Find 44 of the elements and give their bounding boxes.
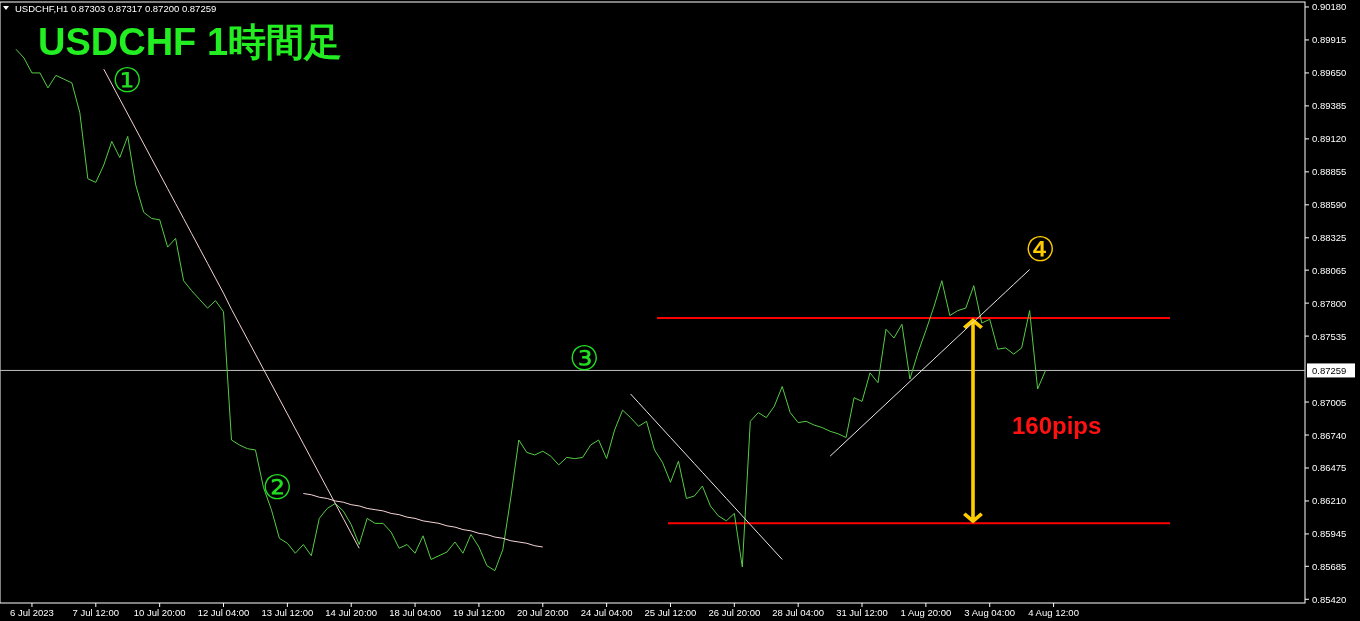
y-tick-label: 0.86210 (1312, 495, 1347, 507)
y-tick-label: 0.88855 (1312, 166, 1347, 178)
x-tick-label: 12 Jul 04:00 (197, 607, 250, 618)
x-tick-label: 20 Jul 20:00 (516, 607, 569, 618)
y-tick-label: 0.86740 (1312, 429, 1347, 441)
y-tick-label: 0.87535 (1312, 330, 1347, 342)
y-tick-label: 0.89385 (1312, 100, 1347, 112)
y-tick-label: 0.85685 (1312, 560, 1347, 572)
y-tick-label: 0.90180 (1312, 1, 1347, 13)
y-tick-label: 0.89120 (1312, 133, 1347, 145)
x-tick-label: 19 Jul 12:00 (453, 607, 505, 618)
annotation: 160pips (1012, 412, 1102, 439)
x-tick-label: 28 Jul 04:00 (772, 607, 825, 618)
x-tick-label: 24 Jul 04:00 (580, 607, 633, 618)
annotation: ④ (1025, 230, 1055, 268)
x-tick-label: 14 Jul 20:00 (325, 607, 378, 618)
y-tick-label: 0.88590 (1312, 199, 1347, 211)
x-tick-label: 18 Jul 04:00 (389, 607, 441, 618)
x-tick-label: 6 Jul 2023 (10, 607, 54, 618)
y-tick-label: 0.85420 (1312, 593, 1347, 605)
x-tick-label: 1 Aug 20:00 (900, 607, 952, 618)
y-tick-label: 0.89650 (1312, 67, 1347, 79)
annotation: ③ (569, 339, 599, 377)
y-tick-label: 0.88065 (1312, 264, 1347, 276)
y-tick-label: 0.86475 (1312, 462, 1347, 474)
y-tick-label: 0.88325 (1312, 232, 1347, 244)
annotation: ① (112, 61, 142, 99)
x-tick-label: 25 Jul 12:00 (644, 607, 697, 618)
annotation: ② (262, 468, 292, 506)
ref-line-label: 0.87259 (1312, 364, 1347, 376)
x-tick-label: 3 Aug 04:00 (964, 607, 1016, 618)
y-tick-label: 0.89915 (1312, 34, 1347, 46)
x-tick-label: 31 Jul 12:00 (836, 607, 888, 618)
y-tick-label: 0.87005 (1312, 396, 1347, 408)
x-tick-label: 4 Aug 12:00 (1028, 607, 1079, 618)
y-tick-label: 0.85945 (1312, 528, 1347, 540)
y-tick-label: 0.87800 (1312, 297, 1347, 309)
line-series (630, 393, 783, 560)
x-tick-label: 26 Jul 20:00 (708, 607, 761, 618)
x-tick-label: 13 Jul 12:00 (261, 607, 314, 618)
annotation: USDCHF,H1 0.87303 0.87317 0.87200 0.87259 (15, 3, 217, 14)
text: USDCHF 1時間足 (38, 21, 343, 63)
x-tick-label: 10 Jul 20:00 (133, 607, 186, 618)
x-tick-label: 7 Jul 12:00 (72, 607, 120, 618)
